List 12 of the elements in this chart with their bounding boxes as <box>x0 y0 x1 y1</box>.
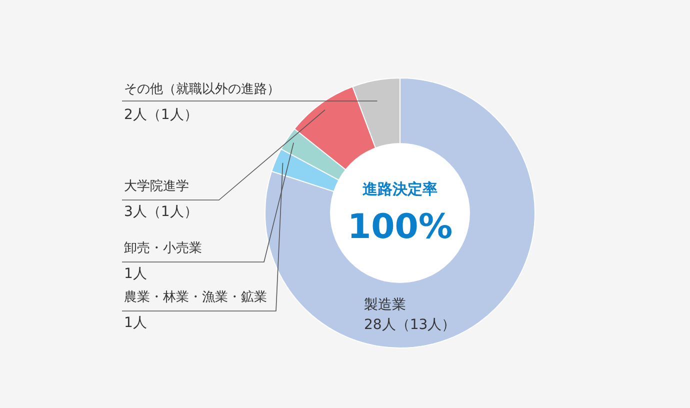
data-label: 3人（1人） <box>124 204 198 220</box>
slice-label: 大学院進学 <box>124 179 189 194</box>
data-label: 1人 <box>124 315 147 331</box>
data-label: 2人（1人） <box>124 107 198 123</box>
text: 進路決定率 <box>362 180 438 198</box>
slice-label: その他（就職以外の進路） <box>124 82 280 97</box>
slice-label: 卸売・小売業 <box>124 241 202 256</box>
data-label: 1人 <box>124 266 147 282</box>
slice-label: 製造業 <box>364 297 406 313</box>
data-label: 28人（13人） <box>364 317 456 333</box>
text: 100% <box>347 207 453 247</box>
slice-label: 農業・林業・漁業・鉱業 <box>124 290 267 305</box>
